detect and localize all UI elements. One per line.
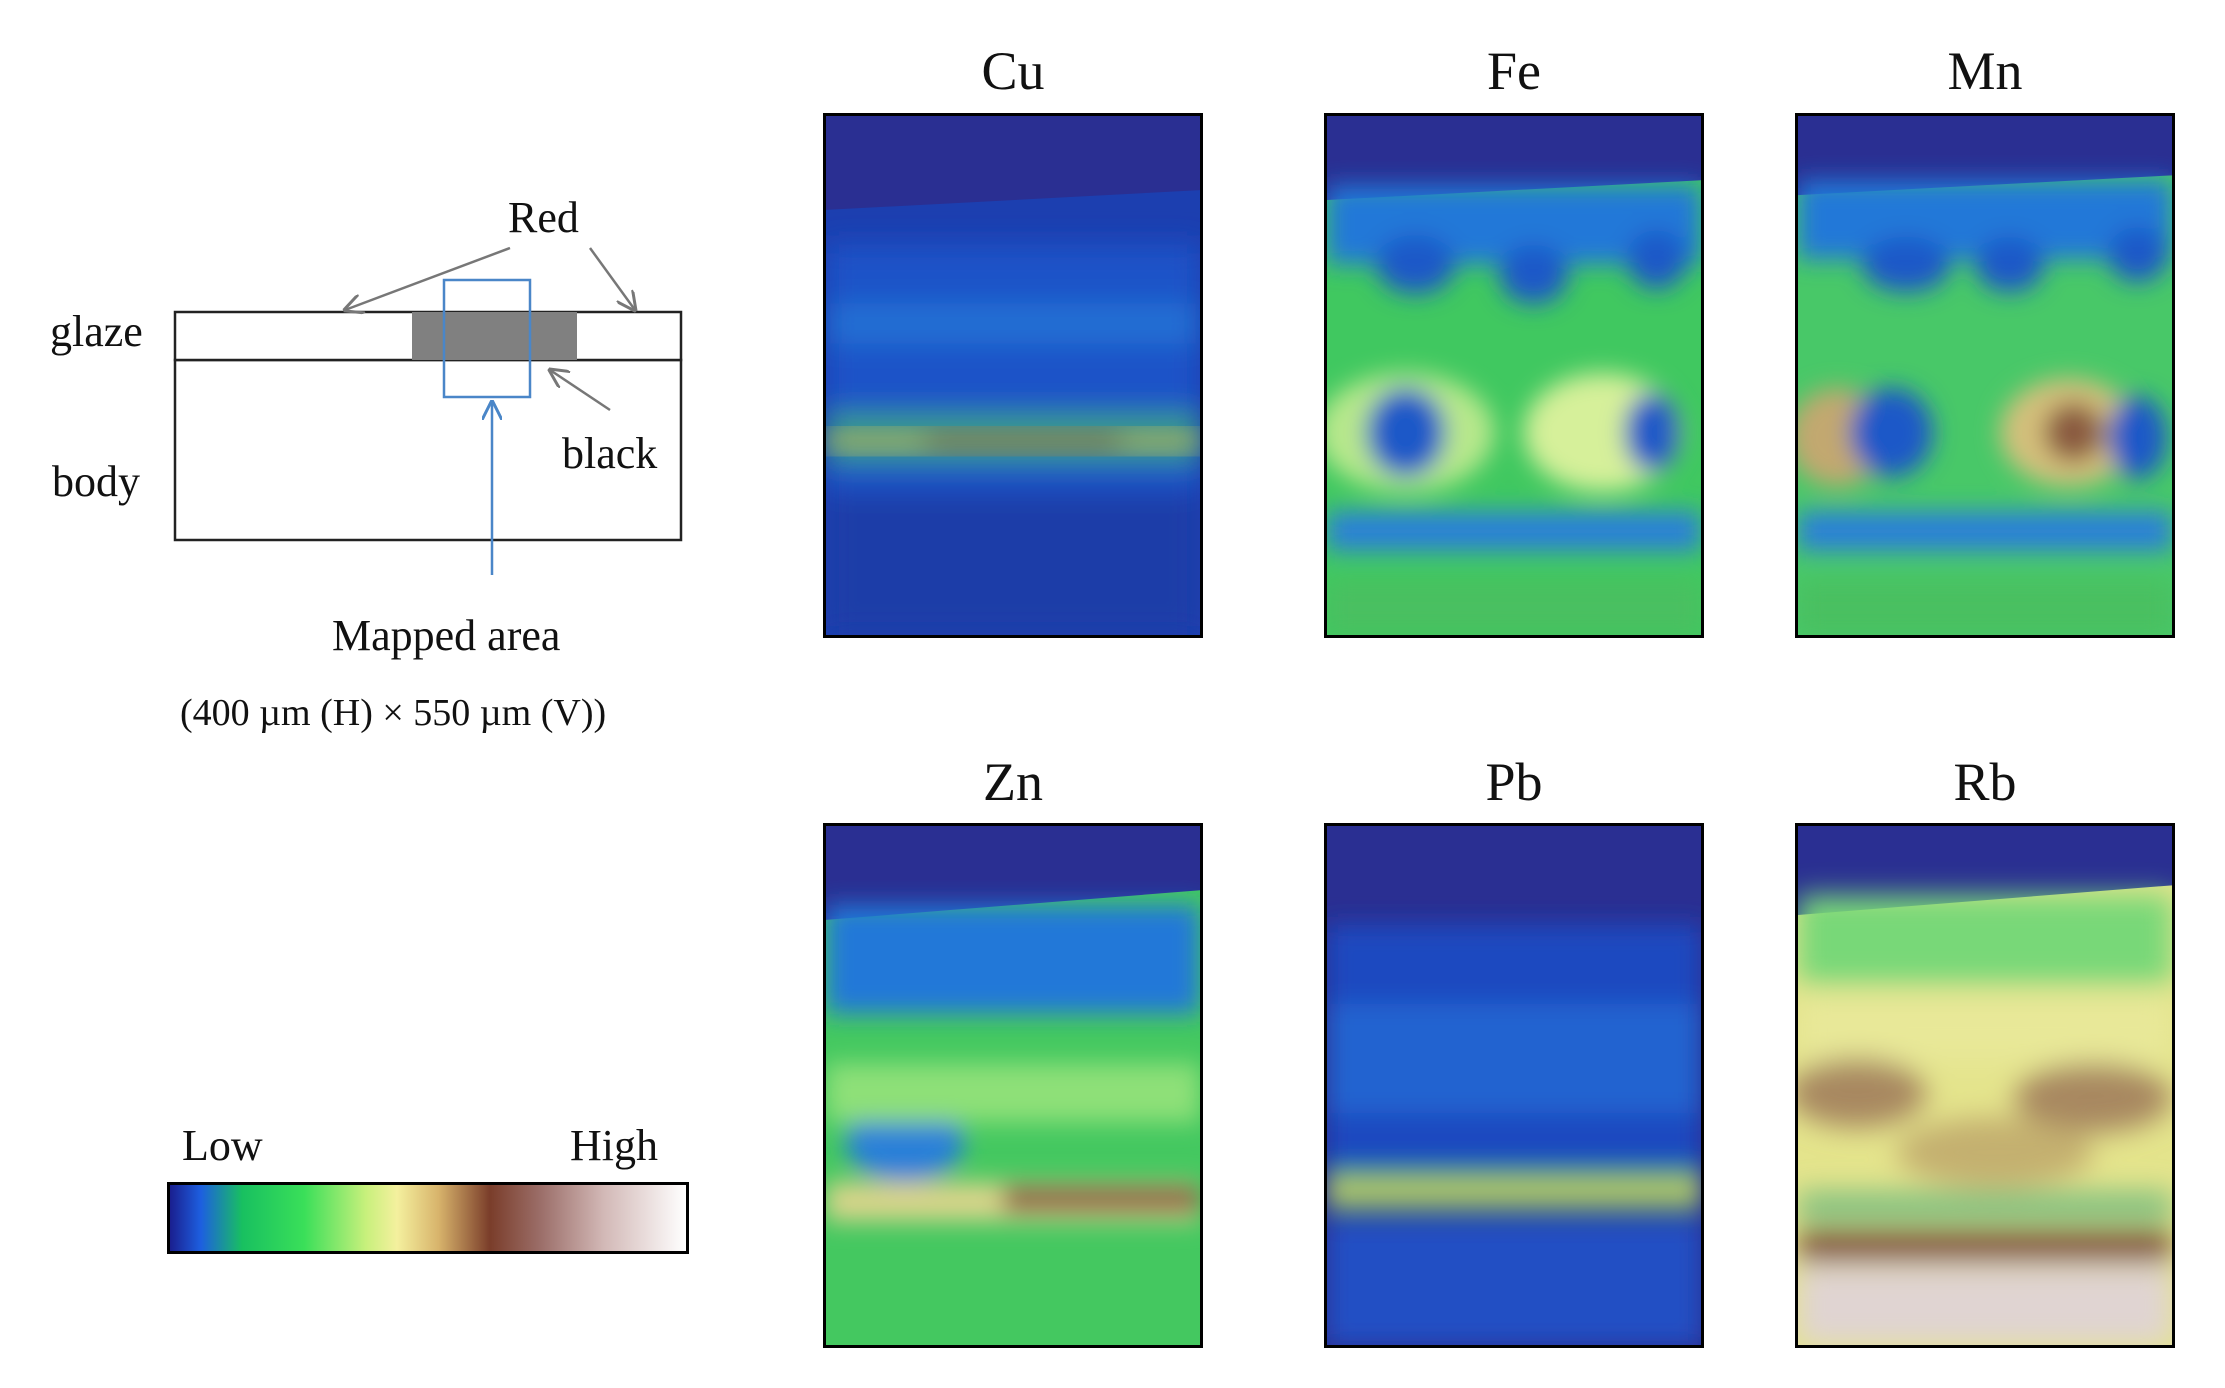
black-glaze-region (412, 312, 577, 360)
legend-low-label: Low (182, 1121, 263, 1170)
glaze-label: glaze (50, 307, 143, 356)
map-title-rb: Rb (1953, 752, 2017, 812)
mapped-area-box (442, 278, 532, 399)
map-title-zn: Zn (983, 752, 1043, 812)
map-title-cu: Cu (981, 41, 1045, 101)
body-layer (173, 358, 683, 542)
map-rb (1795, 823, 2175, 1348)
red-arrow-right (588, 247, 635, 310)
intensity-colorbar (167, 1182, 689, 1254)
map-zn (823, 823, 1203, 1348)
map-title-fe: Fe (1487, 41, 1541, 101)
cross-section-schematic (173, 246, 683, 575)
legend-high-label: High (570, 1121, 658, 1170)
map-pb (1324, 823, 1704, 1348)
dimensions-label: (400 µm (H) × 550 µm (V)) (180, 692, 607, 734)
red-arrow-left (345, 246, 511, 310)
black-arrow (550, 370, 611, 412)
mapped-area-label: Mapped area (332, 611, 561, 660)
black-label: black (562, 429, 658, 478)
red-label: Red (508, 193, 579, 242)
body-label: body (52, 457, 140, 506)
map-title-pb: Pb (1485, 752, 1543, 812)
map-title-mn: Mn (1947, 41, 2023, 101)
map-fe (1324, 113, 1704, 638)
map-mn (1795, 113, 2175, 638)
map-cu (823, 113, 1203, 638)
